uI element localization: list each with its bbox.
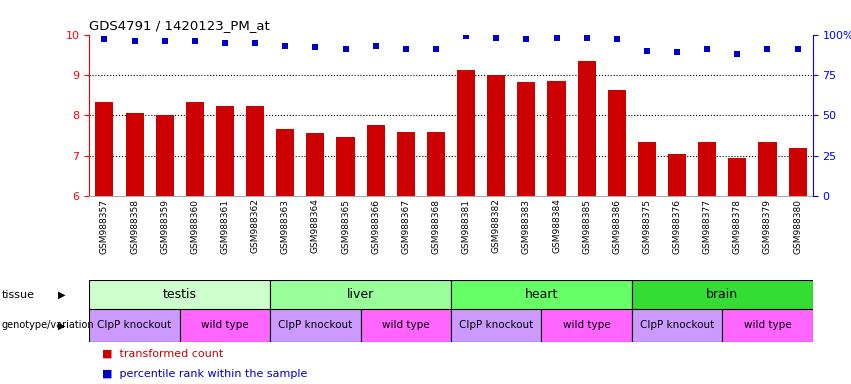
Bar — [638, 142, 656, 196]
Text: ClpP knockout: ClpP knockout — [459, 320, 534, 331]
Text: wild type: wild type — [201, 320, 248, 331]
Bar — [698, 142, 717, 196]
Bar — [361, 309, 451, 342]
Point — [700, 46, 714, 52]
Bar — [541, 309, 631, 342]
Bar — [631, 280, 813, 309]
Bar — [271, 280, 451, 309]
Bar — [156, 115, 174, 196]
Point — [399, 46, 413, 52]
Point — [671, 49, 684, 55]
Point — [610, 36, 624, 43]
Point — [580, 35, 593, 41]
Text: ▶: ▶ — [58, 320, 66, 331]
Point — [98, 36, 111, 43]
Point — [368, 43, 382, 49]
Point — [248, 40, 262, 46]
Text: ■  percentile rank within the sample: ■ percentile rank within the sample — [102, 369, 307, 379]
Text: ClpP knockout: ClpP knockout — [97, 320, 172, 331]
Bar — [789, 148, 807, 196]
Bar — [451, 309, 541, 342]
Bar — [216, 106, 234, 196]
Bar — [180, 309, 271, 342]
Text: testis: testis — [163, 288, 197, 301]
Point — [339, 46, 352, 52]
Point — [188, 38, 202, 44]
Bar — [125, 113, 144, 196]
Bar — [277, 129, 294, 196]
Text: GDS4791 / 1420123_PM_at: GDS4791 / 1420123_PM_at — [89, 19, 270, 32]
Point — [429, 46, 443, 52]
Text: wild type: wild type — [382, 320, 430, 331]
Point — [278, 43, 292, 49]
Point — [640, 48, 654, 54]
Text: tissue: tissue — [2, 290, 35, 300]
Text: genotype/variation: genotype/variation — [2, 320, 94, 331]
Point — [218, 40, 231, 46]
Text: ■  transformed count: ■ transformed count — [102, 349, 223, 359]
Bar — [668, 154, 686, 196]
Bar — [578, 61, 596, 196]
Point — [520, 36, 534, 43]
Bar — [728, 157, 746, 196]
Bar — [271, 309, 361, 342]
Text: ClpP knockout: ClpP knockout — [278, 320, 352, 331]
Bar — [608, 90, 625, 196]
Point — [489, 35, 503, 41]
Text: heart: heart — [525, 288, 558, 301]
Bar — [397, 132, 414, 196]
Text: ClpP knockout: ClpP knockout — [640, 320, 714, 331]
Bar — [89, 280, 271, 309]
Text: brain: brain — [706, 288, 739, 301]
Point — [158, 38, 172, 44]
Bar — [427, 132, 445, 196]
Text: liver: liver — [347, 288, 374, 301]
Text: wild type: wild type — [744, 320, 791, 331]
Point — [128, 38, 141, 44]
Text: ▶: ▶ — [58, 290, 66, 300]
Bar — [186, 102, 204, 196]
Point — [309, 45, 323, 51]
Bar — [758, 142, 776, 196]
Bar — [487, 75, 505, 196]
Bar — [246, 106, 264, 196]
Bar — [367, 125, 385, 196]
Bar — [631, 309, 722, 342]
Bar — [451, 280, 631, 309]
Bar — [517, 82, 535, 196]
Point — [791, 46, 804, 52]
Point — [761, 46, 774, 52]
Bar — [336, 137, 355, 196]
Bar — [547, 81, 566, 196]
Point — [730, 51, 744, 57]
Bar — [457, 70, 475, 196]
Point — [460, 33, 473, 39]
Bar — [89, 309, 180, 342]
Point — [550, 35, 563, 41]
Text: wild type: wild type — [563, 320, 610, 331]
Bar — [722, 309, 813, 342]
Bar — [306, 133, 324, 196]
Bar — [95, 102, 113, 196]
